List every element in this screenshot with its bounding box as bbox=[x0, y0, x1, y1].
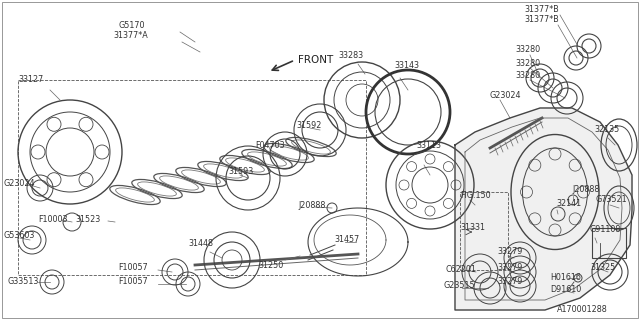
Bar bbox=[592, 228, 626, 258]
Text: FRONT: FRONT bbox=[298, 55, 333, 65]
Bar bbox=[460, 192, 508, 270]
Text: 31331: 31331 bbox=[460, 223, 485, 233]
Text: 33279: 33279 bbox=[497, 276, 522, 285]
Text: 31448: 31448 bbox=[188, 239, 213, 249]
Text: 32135: 32135 bbox=[594, 125, 620, 134]
Text: 33280: 33280 bbox=[515, 59, 540, 68]
Text: 31457: 31457 bbox=[334, 236, 359, 244]
Text: 33280: 33280 bbox=[515, 71, 540, 81]
Text: 33113: 33113 bbox=[416, 140, 441, 149]
Text: G91108: G91108 bbox=[590, 226, 621, 235]
Text: 31377*A: 31377*A bbox=[113, 31, 148, 41]
Text: 31593: 31593 bbox=[228, 167, 253, 177]
Polygon shape bbox=[455, 108, 632, 310]
Text: FIG.150: FIG.150 bbox=[460, 190, 491, 199]
Text: G53603: G53603 bbox=[3, 231, 35, 241]
Text: 33283: 33283 bbox=[338, 52, 363, 60]
Text: 31325: 31325 bbox=[590, 263, 615, 273]
Text: C62201: C62201 bbox=[446, 266, 477, 275]
Text: G5170: G5170 bbox=[118, 21, 145, 30]
Text: 33127: 33127 bbox=[18, 76, 44, 84]
Text: G23024: G23024 bbox=[490, 91, 522, 100]
Text: H01616: H01616 bbox=[550, 273, 581, 282]
Text: F10003: F10003 bbox=[38, 215, 67, 225]
Text: G23515: G23515 bbox=[444, 282, 476, 291]
Text: F10057: F10057 bbox=[118, 263, 148, 273]
Text: 31377*B: 31377*B bbox=[524, 15, 559, 25]
Text: 33280: 33280 bbox=[515, 45, 540, 54]
Text: 32141: 32141 bbox=[556, 199, 581, 209]
Text: G23024: G23024 bbox=[3, 179, 35, 188]
Text: 31250: 31250 bbox=[258, 261, 284, 270]
Text: 31377*B: 31377*B bbox=[524, 5, 559, 14]
Text: 33279: 33279 bbox=[497, 262, 522, 271]
Text: 31592: 31592 bbox=[296, 121, 321, 130]
Text: G33513: G33513 bbox=[8, 277, 40, 286]
Text: 31523: 31523 bbox=[75, 215, 100, 225]
Bar bbox=[18, 80, 366, 275]
Text: 33143: 33143 bbox=[394, 61, 419, 70]
Text: J20888: J20888 bbox=[572, 186, 600, 195]
Text: 33279: 33279 bbox=[497, 247, 522, 257]
Text: G73521: G73521 bbox=[595, 196, 627, 204]
Text: F10057: F10057 bbox=[118, 277, 148, 286]
Text: J20888: J20888 bbox=[298, 201, 325, 210]
Text: D91610: D91610 bbox=[550, 284, 581, 293]
Text: A170001288: A170001288 bbox=[557, 305, 608, 314]
Text: F04703: F04703 bbox=[255, 140, 285, 149]
